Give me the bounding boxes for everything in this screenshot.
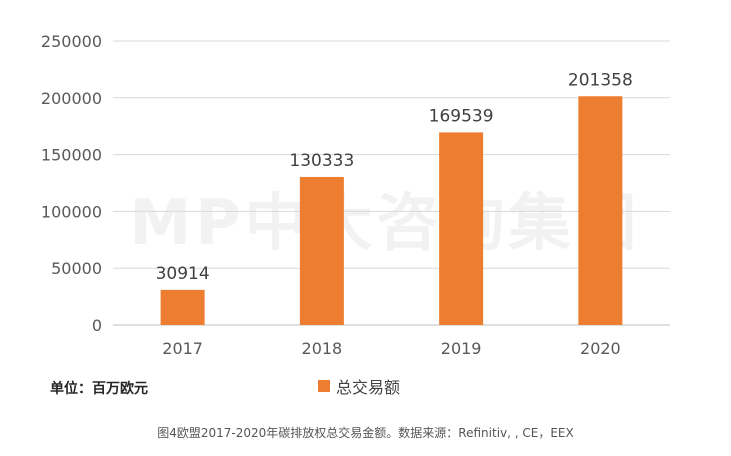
figure-caption: 图4欧盟2017-2020年碳排放权总交易金额。数据来源：Refinitiv, … <box>157 426 574 440</box>
legend: 总交易额 <box>318 374 400 398</box>
bar-2020 <box>578 96 623 325</box>
bar-2018 <box>299 176 344 325</box>
y-tick-label: 200000 <box>41 89 102 108</box>
y-tick-label: 50000 <box>51 259 102 278</box>
bar-2017 <box>160 289 205 325</box>
y-tick-label: 150000 <box>41 146 102 165</box>
x-tick-label: 2017 <box>162 339 203 358</box>
y-axis-ticks: 0 50000 100000 150000 200000 250000 <box>41 32 102 335</box>
bar-2019 <box>439 132 484 325</box>
bars <box>160 96 623 325</box>
data-label-2017: 30914 <box>156 264 210 284</box>
gridlines <box>113 40 670 326</box>
x-axis-ticks: 2017 2018 2019 2020 <box>162 339 620 358</box>
y-tick-label: 250000 <box>41 32 102 51</box>
watermark: MP中大咨询集团 <box>129 186 640 259</box>
y-tick-label: 100000 <box>41 202 102 221</box>
data-labels: 30914 130333 169539 201358 <box>156 70 633 284</box>
legend-swatch <box>318 380 330 392</box>
bar-chart: MP中大咨询集团 050000100000150000200000250000 … <box>41 32 670 358</box>
x-tick-label: 2018 <box>302 339 343 358</box>
x-tick-label: 2020 <box>580 339 621 358</box>
data-label-2020: 201358 <box>568 70 633 90</box>
unit-label: 单位：百万欧元 <box>50 381 148 397</box>
data-label-2019: 169539 <box>429 106 494 126</box>
data-label-2018: 130333 <box>289 151 354 171</box>
y-tick-label: 0 <box>92 316 102 335</box>
legend-label: 总交易额 <box>336 378 401 397</box>
x-tick-label: 2019 <box>441 339 482 358</box>
